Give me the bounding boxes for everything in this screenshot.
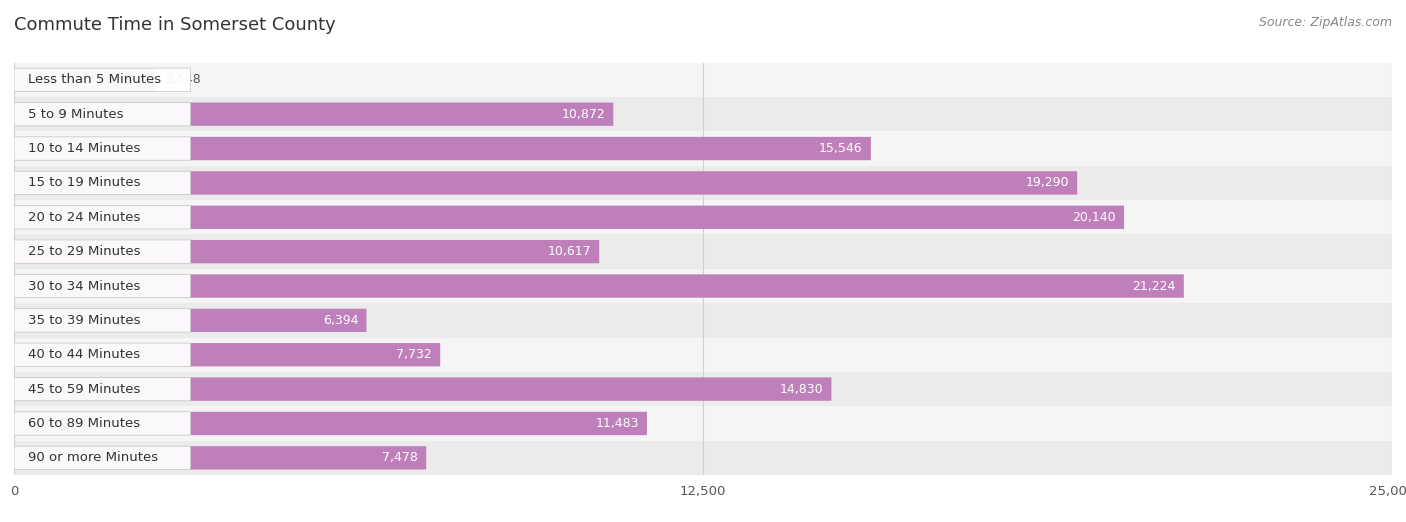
Bar <box>14 63 1392 97</box>
Text: 6,394: 6,394 <box>323 314 359 327</box>
Text: 90 or more Minutes: 90 or more Minutes <box>28 452 159 465</box>
Text: Commute Time in Somerset County: Commute Time in Somerset County <box>14 16 336 33</box>
Text: 21,224: 21,224 <box>1132 279 1175 292</box>
FancyBboxPatch shape <box>14 240 599 263</box>
Text: 7,478: 7,478 <box>382 452 418 465</box>
FancyBboxPatch shape <box>14 275 1184 298</box>
Text: 20,140: 20,140 <box>1073 211 1116 224</box>
FancyBboxPatch shape <box>14 171 190 195</box>
Bar <box>14 338 1392 372</box>
Bar <box>14 97 1392 132</box>
FancyBboxPatch shape <box>14 275 190 298</box>
Text: 45 to 59 Minutes: 45 to 59 Minutes <box>28 383 141 396</box>
Text: 60 to 89 Minutes: 60 to 89 Minutes <box>28 417 141 430</box>
FancyBboxPatch shape <box>14 446 190 469</box>
Text: 40 to 44 Minutes: 40 to 44 Minutes <box>28 348 141 361</box>
Text: 15 to 19 Minutes: 15 to 19 Minutes <box>28 176 141 189</box>
Text: 10 to 14 Minutes: 10 to 14 Minutes <box>28 142 141 155</box>
FancyBboxPatch shape <box>14 309 367 332</box>
Text: 15,546: 15,546 <box>818 142 863 155</box>
Text: 7,732: 7,732 <box>396 348 432 361</box>
FancyBboxPatch shape <box>14 412 190 435</box>
FancyBboxPatch shape <box>14 171 1077 195</box>
Text: 14,830: 14,830 <box>779 383 823 396</box>
FancyBboxPatch shape <box>14 446 426 469</box>
FancyBboxPatch shape <box>14 377 831 401</box>
Text: 30 to 34 Minutes: 30 to 34 Minutes <box>28 279 141 292</box>
Bar <box>14 132 1392 166</box>
FancyBboxPatch shape <box>14 377 190 401</box>
FancyBboxPatch shape <box>14 68 155 91</box>
Text: Less than 5 Minutes: Less than 5 Minutes <box>28 73 162 86</box>
FancyBboxPatch shape <box>14 206 190 229</box>
FancyBboxPatch shape <box>14 102 190 126</box>
Bar <box>14 166 1392 200</box>
Text: 35 to 39 Minutes: 35 to 39 Minutes <box>28 314 141 327</box>
FancyBboxPatch shape <box>14 309 190 332</box>
Bar <box>14 372 1392 406</box>
FancyBboxPatch shape <box>14 206 1123 229</box>
Text: 25 to 29 Minutes: 25 to 29 Minutes <box>28 245 141 258</box>
FancyBboxPatch shape <box>14 68 190 91</box>
Text: 5 to 9 Minutes: 5 to 9 Minutes <box>28 108 124 121</box>
Bar <box>14 441 1392 475</box>
Bar <box>14 234 1392 269</box>
Text: 10,617: 10,617 <box>547 245 591 258</box>
Bar <box>14 303 1392 338</box>
Text: 2,548: 2,548 <box>166 73 201 86</box>
Bar <box>14 269 1392 303</box>
Text: 11,483: 11,483 <box>595 417 638 430</box>
FancyBboxPatch shape <box>14 102 613 126</box>
Text: 10,872: 10,872 <box>561 108 605 121</box>
FancyBboxPatch shape <box>14 240 190 263</box>
Text: Source: ZipAtlas.com: Source: ZipAtlas.com <box>1258 16 1392 29</box>
Text: 19,290: 19,290 <box>1025 176 1069 189</box>
Bar <box>14 200 1392 234</box>
FancyBboxPatch shape <box>14 412 647 435</box>
FancyBboxPatch shape <box>14 137 870 160</box>
Bar <box>14 406 1392 441</box>
FancyBboxPatch shape <box>14 343 440 366</box>
FancyBboxPatch shape <box>14 343 190 366</box>
FancyBboxPatch shape <box>14 137 190 160</box>
Text: 20 to 24 Minutes: 20 to 24 Minutes <box>28 211 141 224</box>
